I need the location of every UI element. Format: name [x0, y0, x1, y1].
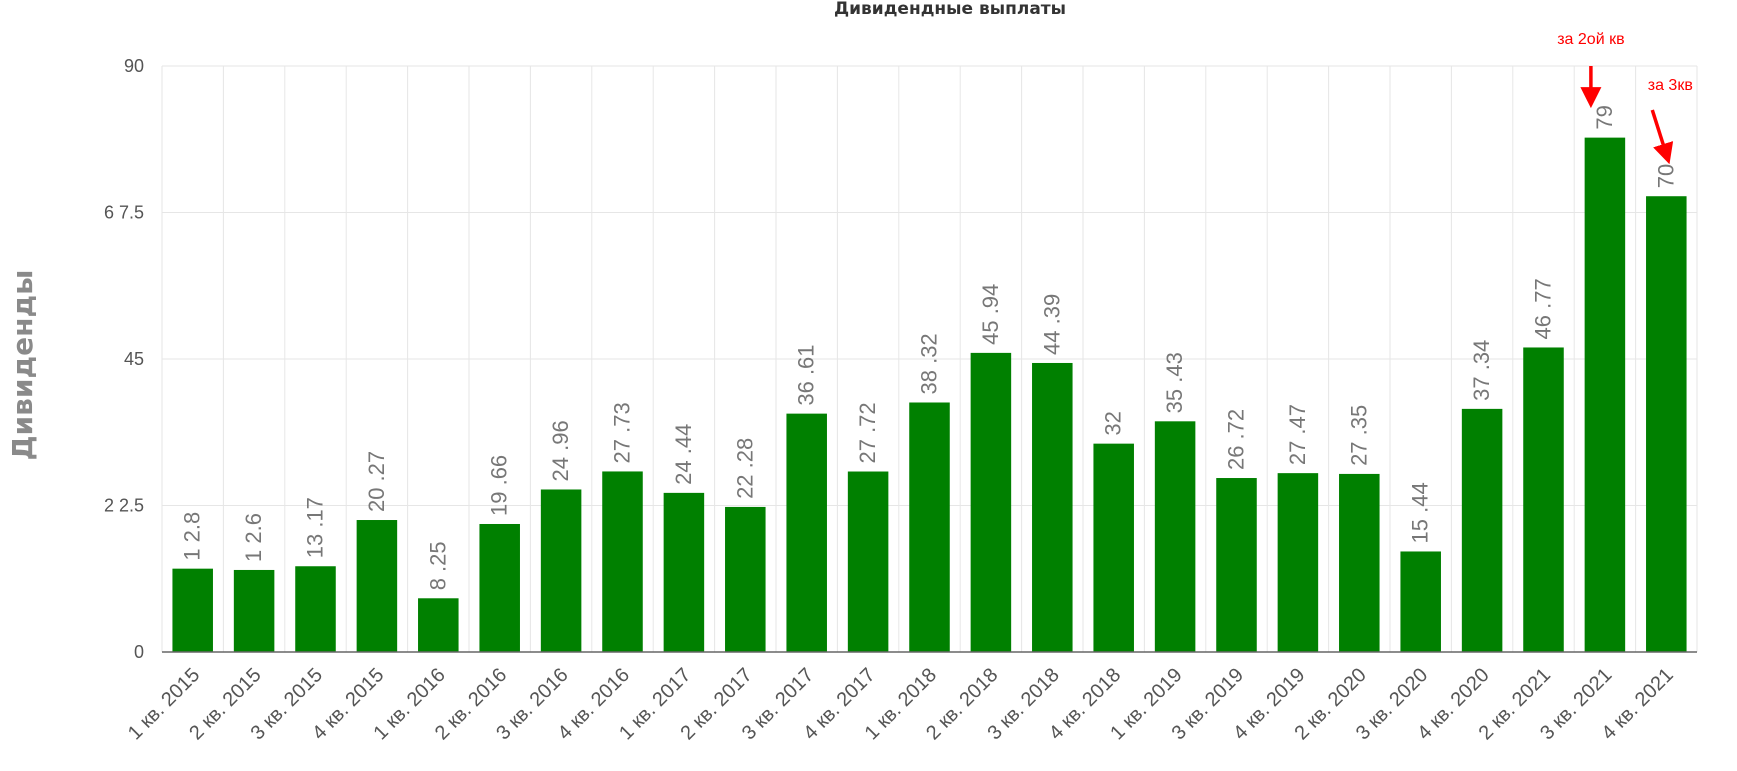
data-label: 20 .27	[364, 451, 389, 512]
data-label: 36 .61	[794, 344, 819, 405]
chart-title: Дивидендные выплаты	[834, 0, 1066, 19]
data-label: 19 .66	[487, 455, 512, 516]
annotation-label: за 3кв	[1648, 77, 1693, 94]
bar	[1523, 347, 1564, 652]
y-tick-label: 45	[124, 349, 144, 369]
y-axis-ticks: 0 2 2.5 45 6 7.5 90	[104, 56, 144, 662]
bar	[1646, 196, 1687, 652]
data-label: 45 .94	[978, 284, 1003, 345]
data-labels: 1 2.8 1 2.6 13 .17 20 .27 8 .25 19 .66 24 .96 2…	[180, 105, 1679, 590]
bar	[172, 568, 213, 652]
y-tick-label: 6 7.5	[104, 203, 144, 223]
bar	[1277, 473, 1319, 652]
bar	[295, 566, 336, 652]
y-axis-label: Дивиденды	[6, 270, 39, 461]
bar	[1461, 408, 1503, 652]
bar	[847, 471, 889, 652]
bar	[1216, 478, 1257, 652]
data-label: 24 .96	[548, 420, 573, 481]
data-label: 27 .73	[610, 402, 635, 463]
data-label: 70	[1653, 164, 1678, 188]
data-label: 79	[1592, 105, 1617, 129]
annotation-label: за 2ой кв	[1557, 31, 1624, 48]
bar	[356, 520, 398, 652]
annotations: за 2ой кв за 3кв	[1557, 31, 1693, 165]
bar	[1339, 473, 1380, 652]
bars	[172, 137, 1687, 653]
data-label: 1 2.6	[241, 513, 266, 562]
data-label: 38 .32	[917, 333, 942, 394]
data-label: 13 .17	[303, 497, 328, 558]
data-label: 35 .43	[1162, 352, 1187, 413]
bar	[1400, 551, 1441, 652]
bar	[602, 471, 643, 652]
data-label: 46 .77	[1531, 278, 1556, 339]
data-label: 27 .35	[1346, 405, 1371, 466]
bar	[418, 598, 459, 652]
bar	[909, 402, 950, 652]
y-tick-label: 2 2.5	[104, 496, 144, 516]
bar	[1032, 362, 1073, 652]
bar	[1154, 421, 1196, 652]
annotation-arrow	[1650, 109, 1674, 165]
data-label: 22 .28	[732, 438, 757, 499]
y-tick-label: 90	[124, 56, 144, 76]
bar	[970, 352, 1012, 652]
data-label: 32	[1101, 411, 1126, 435]
y-tick-label: 0	[134, 642, 144, 662]
bar	[1584, 137, 1626, 653]
data-label: 8 .25	[425, 541, 450, 590]
data-label: 26 .72	[1224, 409, 1249, 470]
bar	[233, 569, 275, 652]
bar	[786, 413, 827, 652]
bar	[540, 489, 582, 652]
bar	[1093, 443, 1134, 652]
bar	[479, 523, 520, 652]
data-label: 37 .34	[1469, 340, 1494, 401]
gridlines	[161, 65, 1698, 653]
data-label: 27 .47	[1285, 404, 1310, 465]
data-label: 24 .44	[671, 424, 696, 485]
bar	[663, 492, 705, 652]
data-label: 15 .44	[1408, 482, 1433, 543]
bar	[725, 506, 766, 652]
data-label: 27 .72	[855, 402, 880, 463]
data-label: 44 .39	[1039, 294, 1064, 355]
data-label: 1 2.8	[180, 512, 205, 561]
